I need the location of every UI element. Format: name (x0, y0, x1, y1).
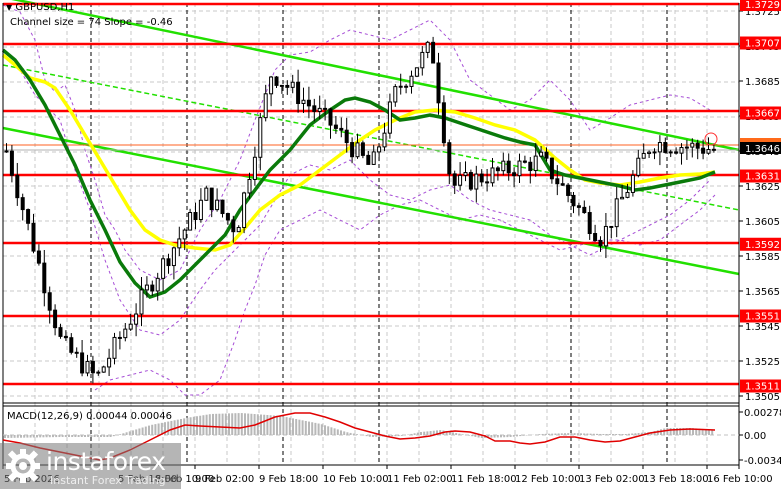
svg-text:11 Feb 18:00: 11 Feb 18:00 (451, 474, 517, 485)
svg-text:0.00: 0.00 (744, 431, 766, 442)
watermark-logo (0, 443, 181, 489)
svg-text:-0.00346: -0.00346 (744, 456, 781, 467)
ma-fast-green (1, 48, 716, 299)
channel-indicator-label: Channel size = 74 Slope = -0.46 (10, 17, 173, 28)
symbol-label: GBPUSD,H1 (15, 2, 75, 13)
current-price-tag: 1.3646 (740, 138, 781, 155)
svg-text:1.3646: 1.3646 (745, 144, 780, 155)
watermark-brand: instaforex (46, 447, 166, 476)
price-marker (704, 132, 718, 146)
svg-text:6 Feb 10:00: 6 Feb 10:00 (155, 474, 214, 485)
svg-text:11 Feb 02:00: 11 Feb 02:00 (387, 474, 453, 485)
svg-text:13 Feb 02:00: 13 Feb 02:00 (579, 474, 645, 485)
svg-text:1.3729: 1.3729 (745, 0, 780, 11)
level-lines (3, 2, 739, 386)
svg-text:0.00278: 0.00278 (744, 408, 781, 419)
day-separators (90, 3, 668, 465)
level-price-tags: 1.37291.37071.36671.36311.35921.35511.35… (740, 0, 781, 393)
svg-text:12 Feb 10:00: 12 Feb 10:00 (515, 474, 581, 485)
svg-text:1.3592: 1.3592 (745, 240, 780, 251)
candlesticks (4, 36, 716, 384)
svg-text:1.3585: 1.3585 (745, 252, 780, 263)
channel-lower (2, 126, 740, 276)
chart-symbol-title: ▼ GBPUSD,H1 (6, 2, 74, 13)
svg-text:10 Feb 10:00: 10 Feb 10:00 (323, 474, 389, 485)
svg-text:1.3707: 1.3707 (745, 39, 780, 50)
gear-logo-icon (6, 449, 40, 483)
watermark-tagline: Instant Forex Trading (50, 474, 166, 487)
svg-text:9 Feb 02:00: 9 Feb 02:00 (195, 474, 254, 485)
svg-text:1.3725: 1.3725 (745, 7, 780, 18)
svg-text:1.3565: 1.3565 (745, 287, 780, 298)
macd-axis: 0.00278 0.00 -0.00346 (739, 408, 781, 467)
svg-text:1.3625: 1.3625 (745, 182, 780, 193)
svg-text:1.3551: 1.3551 (745, 312, 780, 323)
svg-text:9 Feb 18:00: 9 Feb 18:00 (259, 474, 318, 485)
svg-text:1.3631: 1.3631 (745, 172, 780, 183)
macd-indicator-label: MACD(12,26,9) 0.00044 0.00046 (7, 411, 173, 422)
svg-text:1.3667: 1.3667 (745, 109, 780, 120)
svg-text:1.3685: 1.3685 (745, 77, 780, 88)
collapse-triangle-icon[interactable]: ▼ (6, 3, 13, 12)
svg-text:1.3545: 1.3545 (745, 322, 780, 333)
svg-text:13 Feb 18:00: 13 Feb 18:00 (643, 474, 709, 485)
channel-upper (11, 0, 740, 152)
svg-text:1.3505: 1.3505 (745, 392, 780, 403)
svg-text:16 Feb 10:00: 16 Feb 10:00 (707, 474, 773, 485)
svg-text:1.3511: 1.3511 (745, 382, 780, 393)
svg-text:1.3525: 1.3525 (745, 357, 780, 368)
svg-text:1.3605: 1.3605 (745, 217, 780, 228)
